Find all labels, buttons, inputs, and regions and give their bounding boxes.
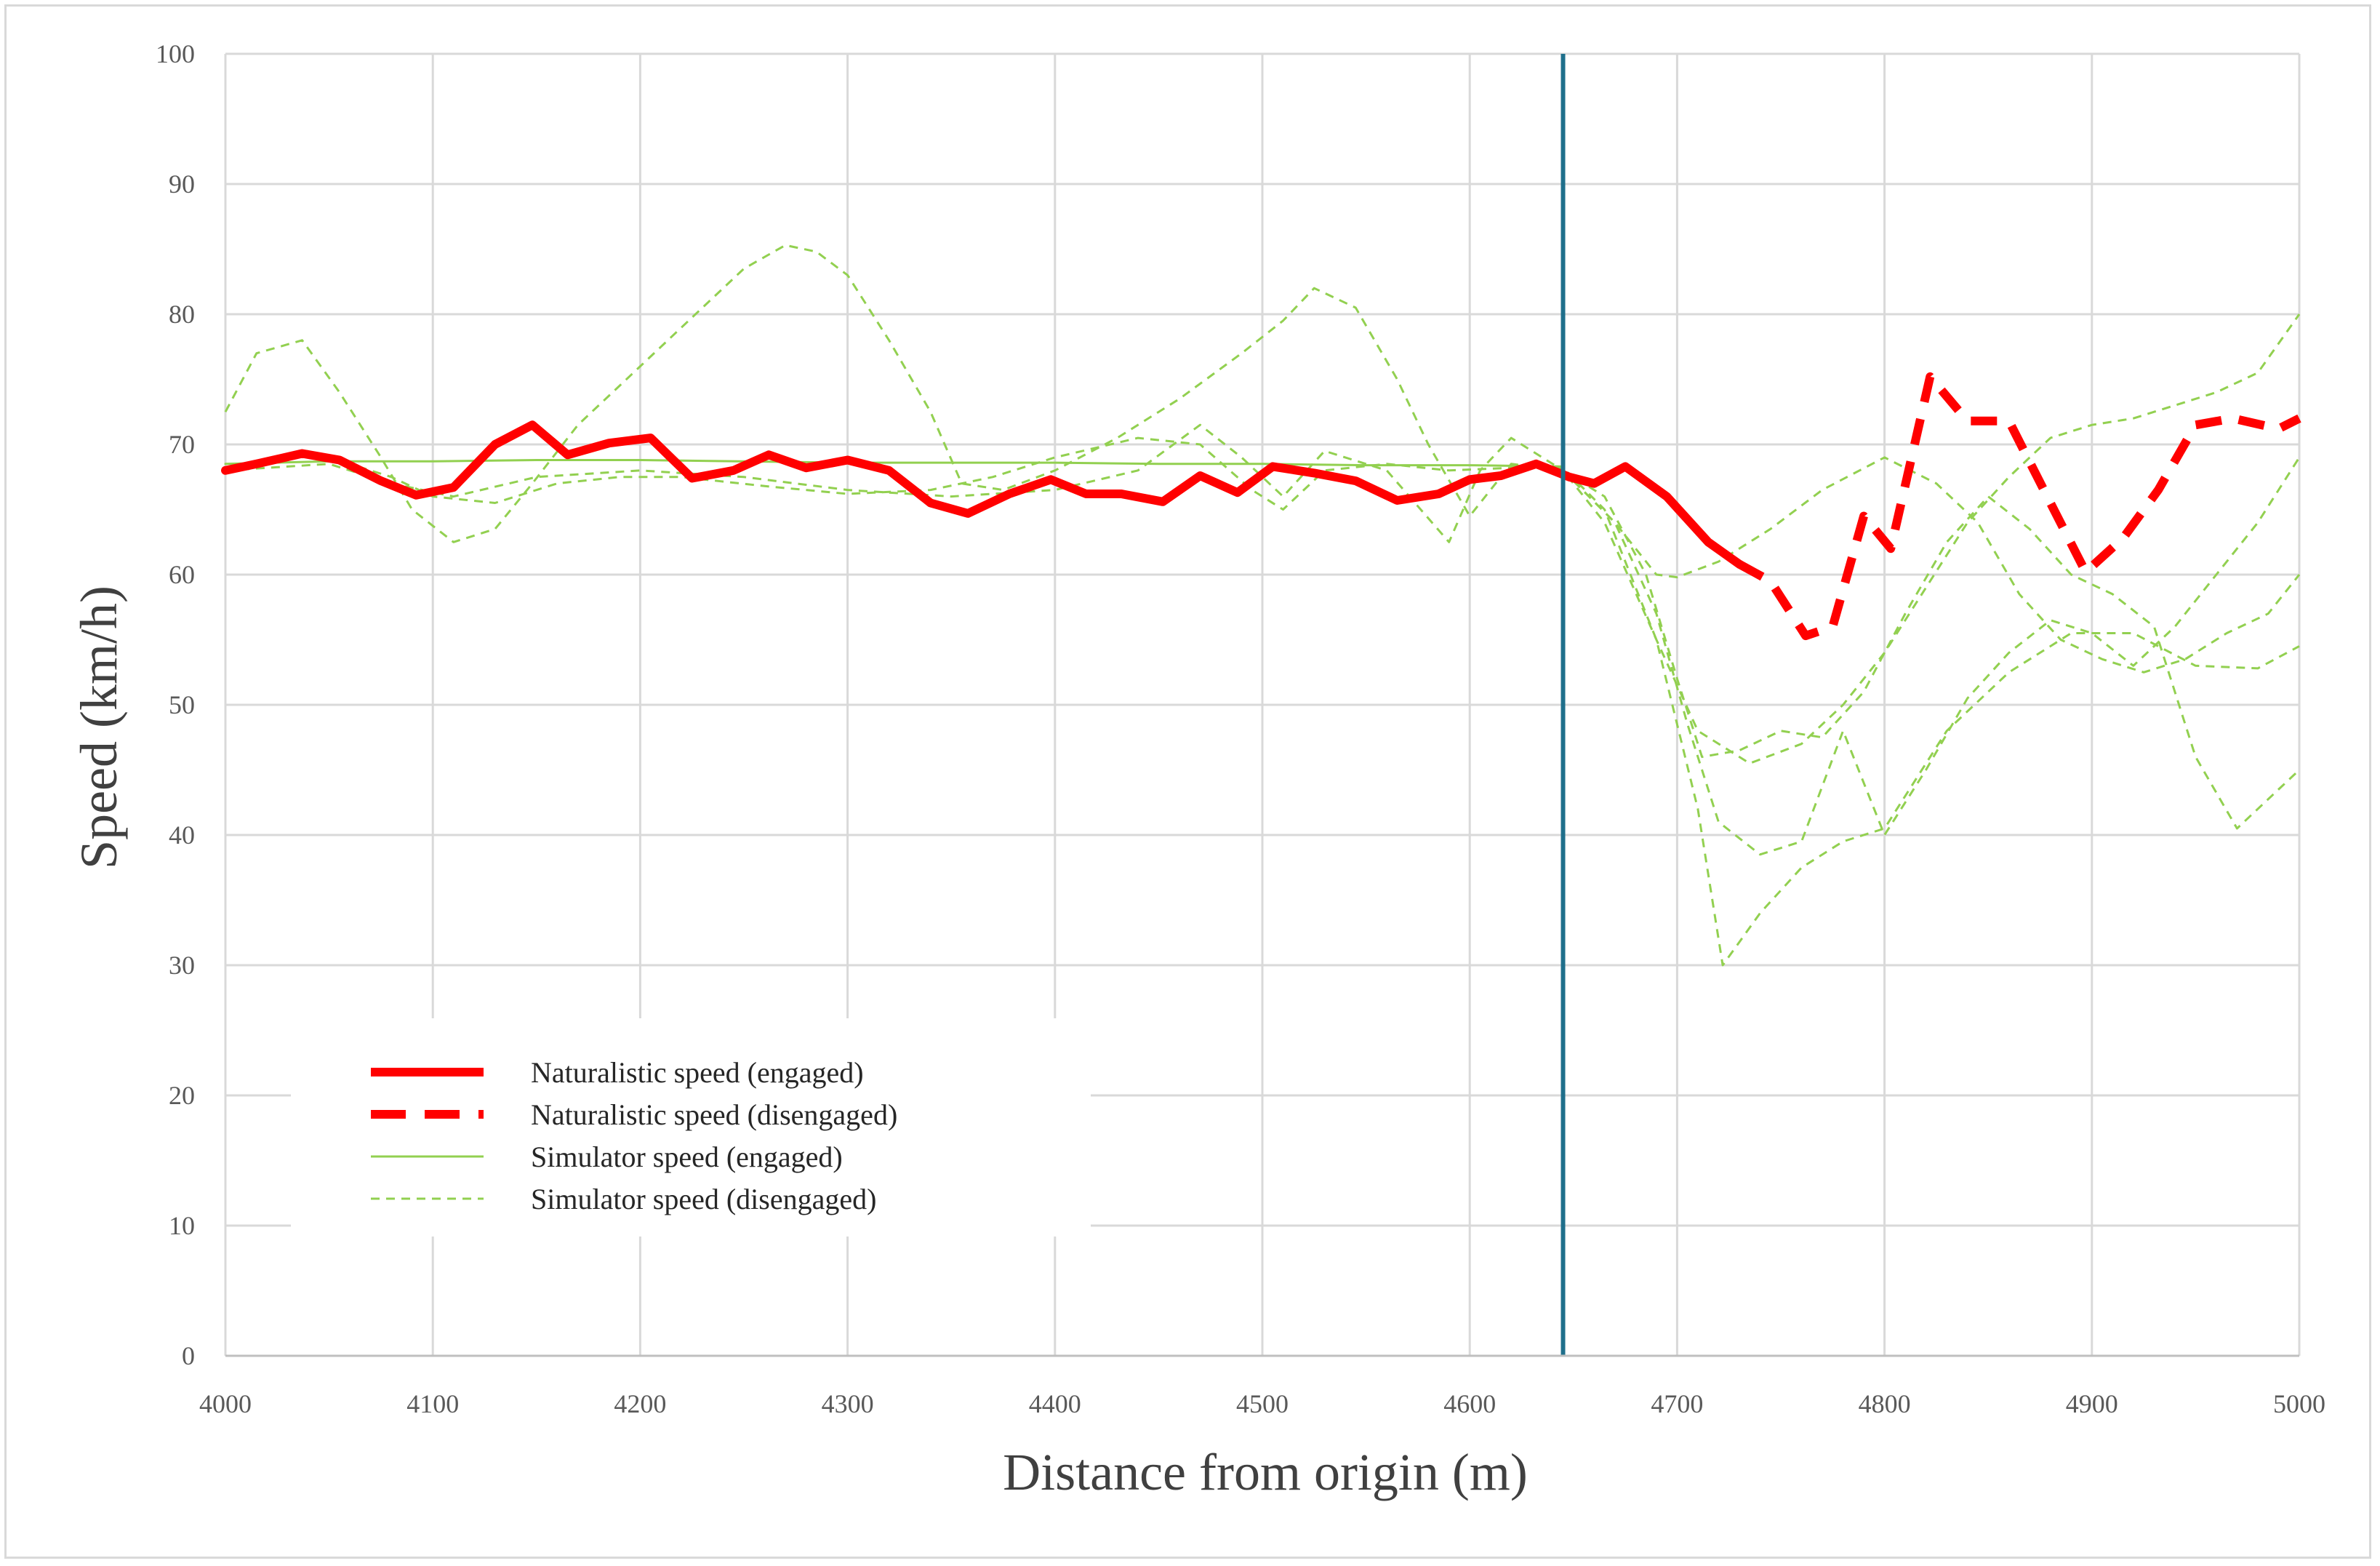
- series-line-8: [225, 423, 1564, 543]
- y-axis-ticks: 0 10 20 30 40 50 60 70 80 90 100: [156, 39, 195, 1370]
- y-tick-label: 40: [169, 820, 195, 850]
- x-tick-label: 4500: [1236, 1389, 1289, 1418]
- legend-label-naturalistic-disengaged: Naturalistic speed (disengaged): [531, 1098, 897, 1131]
- legend: Naturalistic speed (engaged) Naturalisti…: [291, 1018, 1091, 1237]
- x-axis-title: Distance from origin (m): [1003, 1443, 1528, 1501]
- series-line-6: [1562, 469, 2301, 830]
- x-tick-label: 4700: [1651, 1389, 1703, 1418]
- series-line-1: [1737, 372, 2301, 641]
- series-line-3: [224, 244, 2301, 764]
- series-line-7: [1562, 456, 2301, 674]
- x-tick-label: 4200: [614, 1389, 666, 1418]
- x-tick-label: 4900: [2066, 1389, 2118, 1418]
- series-layer: [221, 244, 2301, 967]
- series-line-5: [1562, 457, 2301, 856]
- y-tick-label: 80: [169, 300, 195, 329]
- legend-label-simulator-disengaged: Simulator speed (disengaged): [531, 1183, 876, 1215]
- y-tick-label: 0: [182, 1341, 195, 1370]
- x-axis-ticks: 4000 4100 4200 4300 4400 4500 4600 4700 4800 4900…: [199, 1389, 2325, 1418]
- chart-frame: [4, 4, 2371, 1559]
- series-line-0: [221, 420, 1744, 569]
- x-tick-label: 4100: [406, 1389, 459, 1418]
- series-line-2: [224, 459, 1564, 468]
- y-tick-label: 10: [169, 1211, 195, 1240]
- y-tick-label: 70: [169, 430, 195, 459]
- legend-label-simulator-engaged: Simulator speed (engaged): [531, 1140, 843, 1173]
- y-axis-title: Speed (km/h): [70, 586, 128, 869]
- y-tick-label: 20: [169, 1081, 195, 1110]
- y-tick-label: 90: [169, 169, 195, 199]
- legend-background: [291, 1018, 1091, 1237]
- x-tick-label: 4800: [1859, 1389, 1911, 1418]
- y-tick-label: 30: [169, 951, 195, 980]
- x-tick-label: 4300: [822, 1389, 874, 1418]
- series-line-4: [225, 436, 2300, 967]
- legend-label-naturalistic-engaged: Naturalistic speed (engaged): [531, 1056, 864, 1089]
- x-tick-label: 4400: [1029, 1389, 1081, 1418]
- y-tick-label: 50: [169, 690, 195, 719]
- y-tick-label: 60: [169, 560, 195, 589]
- x-tick-label: 4000: [199, 1389, 252, 1418]
- x-tick-label: 4600: [1443, 1389, 1496, 1418]
- y-tick-label: 100: [156, 39, 195, 68]
- x-tick-label: 5000: [2273, 1389, 2325, 1418]
